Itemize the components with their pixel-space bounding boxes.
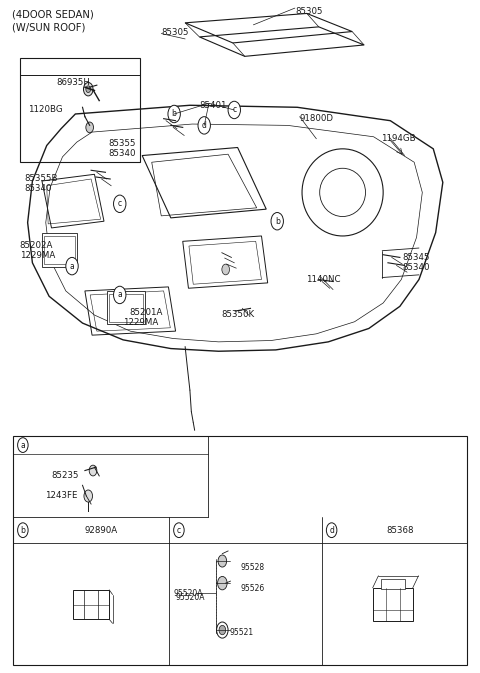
Text: a: a <box>118 291 122 299</box>
Bar <box>108 291 144 324</box>
Text: 85355B: 85355B <box>24 174 58 183</box>
Circle shape <box>219 625 226 635</box>
Bar <box>44 236 75 264</box>
Text: 91800D: 91800D <box>300 114 334 123</box>
Text: 95521: 95521 <box>229 628 253 637</box>
Bar <box>13 435 467 665</box>
Circle shape <box>84 490 93 502</box>
Circle shape <box>326 523 337 538</box>
Text: 85235: 85235 <box>51 470 79 480</box>
Circle shape <box>174 523 184 538</box>
Text: 85345: 85345 <box>402 253 430 262</box>
Text: 85350K: 85350K <box>222 310 255 319</box>
Text: 1140NC: 1140NC <box>306 275 340 284</box>
Text: (4DOOR SEDAN): (4DOOR SEDAN) <box>12 9 94 20</box>
Text: 1229MA: 1229MA <box>123 318 158 326</box>
Circle shape <box>84 83 93 96</box>
Text: 1229MA: 1229MA <box>20 252 55 260</box>
Text: 1243FE: 1243FE <box>45 491 78 499</box>
Text: d: d <box>329 526 334 534</box>
Text: (W/SUN ROOF): (W/SUN ROOF) <box>12 23 85 33</box>
Text: 85368: 85368 <box>386 526 414 534</box>
Bar <box>381 579 405 588</box>
Circle shape <box>89 465 97 476</box>
Text: 1194GB: 1194GB <box>381 134 415 143</box>
Circle shape <box>114 195 126 213</box>
Circle shape <box>18 523 28 538</box>
Text: b: b <box>172 110 177 118</box>
Text: 95528: 95528 <box>241 563 265 572</box>
Text: c: c <box>232 106 236 114</box>
Text: a: a <box>21 441 25 450</box>
Circle shape <box>18 437 28 452</box>
Text: 85355: 85355 <box>109 139 136 148</box>
Circle shape <box>86 122 94 133</box>
Circle shape <box>114 286 126 304</box>
Circle shape <box>216 622 228 638</box>
Text: 95520A: 95520A <box>173 588 203 598</box>
Text: 85201A: 85201A <box>129 308 163 318</box>
Bar <box>21 59 140 162</box>
Text: 85340: 85340 <box>109 149 136 158</box>
Text: 85401: 85401 <box>199 100 227 110</box>
Text: 85305: 85305 <box>295 7 323 15</box>
Circle shape <box>222 264 229 275</box>
Text: c: c <box>177 526 181 534</box>
Circle shape <box>228 101 240 118</box>
Text: c: c <box>118 199 122 209</box>
Circle shape <box>218 555 227 567</box>
Text: 86935H: 86935H <box>56 79 90 87</box>
Text: 95520A: 95520A <box>176 592 205 602</box>
Text: 85340: 85340 <box>24 184 52 193</box>
Circle shape <box>217 577 227 590</box>
Text: 95526: 95526 <box>241 584 265 594</box>
Text: 85340: 85340 <box>402 262 430 272</box>
Text: b: b <box>21 526 25 534</box>
Circle shape <box>168 105 180 122</box>
Text: 1120BG: 1120BG <box>28 105 62 114</box>
Text: 85202A: 85202A <box>20 242 53 250</box>
Circle shape <box>198 116 210 134</box>
Bar <box>42 233 77 267</box>
Text: 92890A: 92890A <box>85 526 118 534</box>
Text: a: a <box>70 262 74 271</box>
Text: 85305: 85305 <box>161 28 189 37</box>
Text: d: d <box>202 121 207 130</box>
Circle shape <box>271 213 283 230</box>
Text: b: b <box>275 217 280 225</box>
Circle shape <box>86 86 91 93</box>
Circle shape <box>66 257 78 275</box>
Bar <box>109 293 143 322</box>
